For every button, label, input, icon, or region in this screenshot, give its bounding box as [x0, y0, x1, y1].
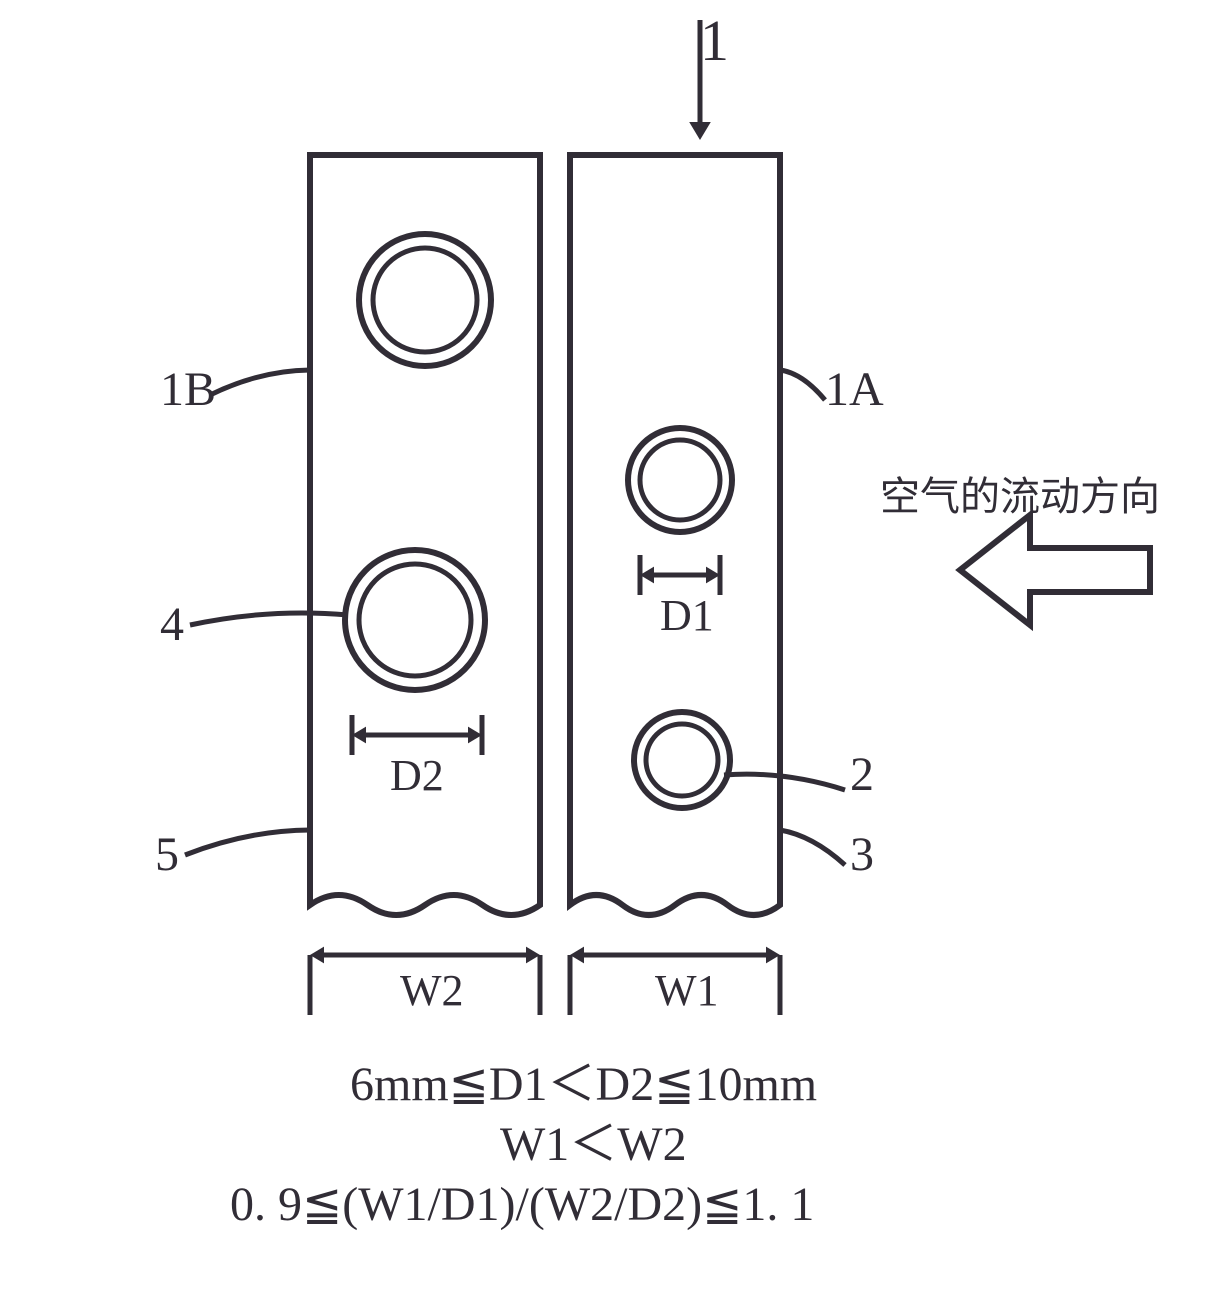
callout-label-5: 5 [155, 828, 179, 881]
callout-label-3: 3 [850, 828, 874, 881]
callout-label-2: 2 [850, 748, 874, 801]
dim-w2-label: W2 [400, 966, 464, 1015]
dim-d2-label: D2 [390, 751, 444, 800]
canvas-background [0, 0, 1215, 1311]
flow-direction-label: 空气的流动方向 [880, 474, 1160, 519]
dim-d1-label: D1 [660, 591, 714, 640]
callout-label-4: 4 [160, 598, 184, 651]
dim-w1-label: W1 [655, 966, 719, 1015]
callout-label-1A: 1A [825, 363, 884, 416]
callout-label-1: 1 [700, 8, 729, 73]
callout-label-1B: 1B [160, 363, 216, 416]
formula-line-2: W1＜W2 [500, 1118, 687, 1171]
formula-line-3: 0. 9≦(W1/D1)/(W2/D2)≦1. 1 [230, 1178, 814, 1231]
formula-line-1: 6mm≦D1＜D2≦10mm [350, 1058, 817, 1111]
